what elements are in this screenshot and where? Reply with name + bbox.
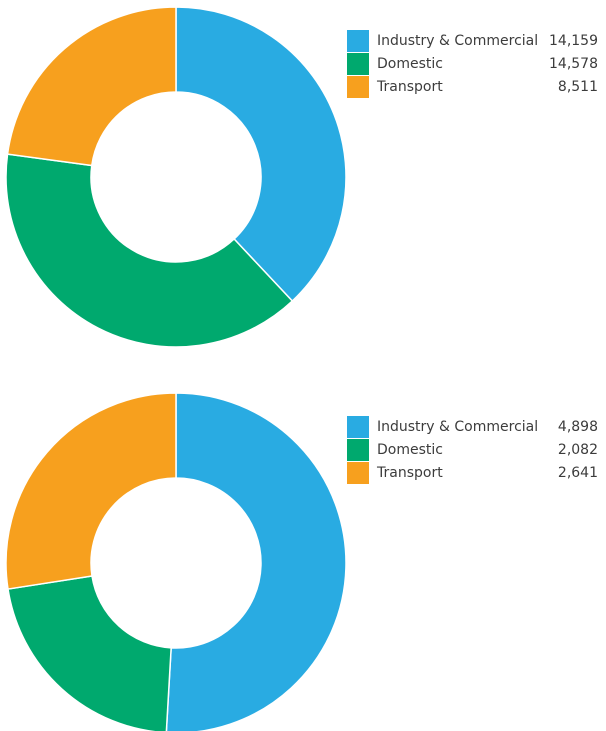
legend-label: Transport <box>376 465 443 481</box>
legend-label: Industry & Commercial <box>377 419 538 435</box>
legend-value: 4,898 <box>558 419 598 435</box>
donut-slice <box>6 6 177 167</box>
legend-label: Industry & Commercial <box>377 33 538 49</box>
legend-label: Transport <box>376 79 443 95</box>
legend-label: Domestic <box>377 56 443 72</box>
legend-value: 14,578 <box>549 56 598 72</box>
legend-swatch <box>347 462 369 484</box>
legend-value: 14,159 <box>549 33 598 49</box>
donut-slice <box>5 153 294 348</box>
legend-swatch <box>347 53 369 75</box>
legend-swatch <box>347 416 369 438</box>
legend-value: 2,082 <box>558 442 598 458</box>
donut-slice <box>7 575 172 731</box>
donut-slice <box>5 392 177 590</box>
legend-swatch <box>347 30 369 52</box>
legend-value: 8,511 <box>558 79 598 95</box>
legend-swatch <box>347 439 369 461</box>
donut-slice <box>165 392 347 731</box>
legend-value: 2,641 <box>558 465 598 481</box>
legend-swatch <box>347 76 369 98</box>
legend-label: Domestic <box>377 442 443 458</box>
donut-slice <box>175 6 347 303</box>
